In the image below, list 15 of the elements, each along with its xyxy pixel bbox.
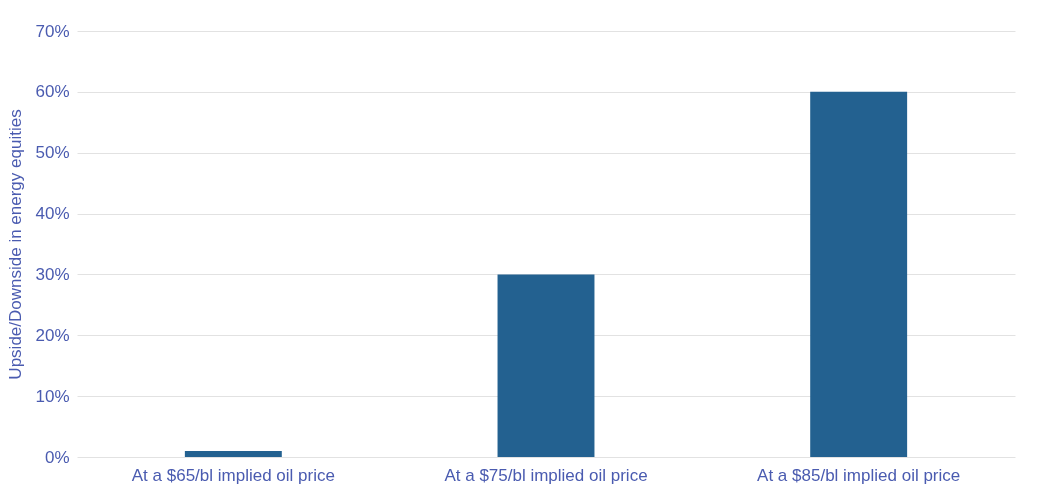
y-tick-label: 40% bbox=[35, 204, 70, 224]
x-tick-label: At a $65/bl implied oil price bbox=[131, 465, 335, 485]
y-tick-label: 70% bbox=[35, 21, 70, 41]
x-tick-label: At a $75/bl implied oil price bbox=[444, 465, 648, 485]
y-tick-label: 50% bbox=[35, 143, 70, 163]
y-tick-label: 0% bbox=[44, 447, 70, 467]
y-axis-title: Upside/Downside in energy equities bbox=[6, 109, 26, 380]
y-tick-label: 60% bbox=[35, 82, 70, 102]
bar bbox=[184, 450, 282, 457]
x-tick-label: At a $85/bl implied oil price bbox=[757, 465, 961, 485]
bar bbox=[810, 91, 908, 457]
y-tick-label: 30% bbox=[35, 264, 70, 284]
bar bbox=[497, 274, 595, 457]
y-tick-label: 20% bbox=[35, 325, 70, 345]
y-tick-label: 10% bbox=[35, 386, 70, 406]
